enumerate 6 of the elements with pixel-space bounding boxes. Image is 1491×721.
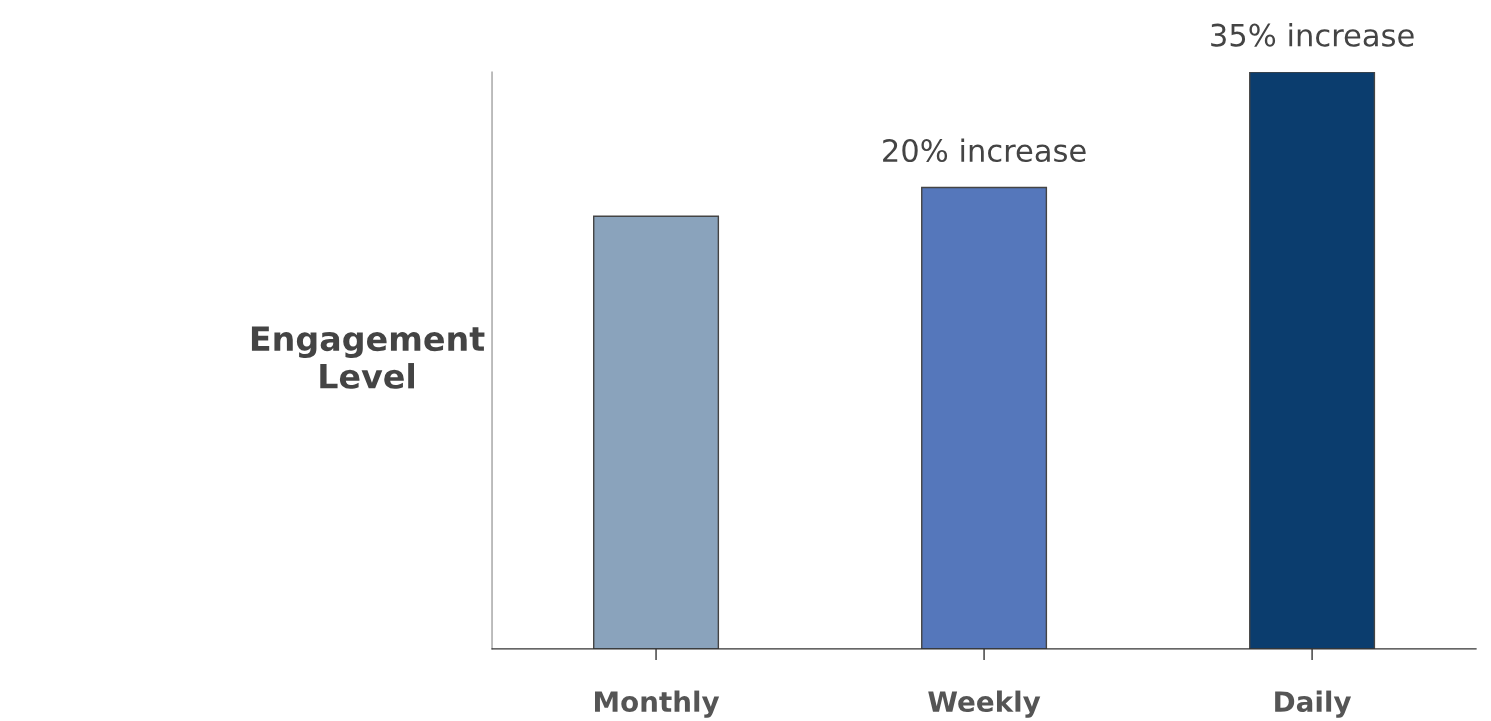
x-tick-label: Daily (1275, 690, 1352, 718)
x-tick-label: Weekly (928, 690, 1041, 718)
annotation: 35% increase (1211, 23, 1414, 47)
annotation: 20% increase (883, 138, 1086, 163)
x-tick-label: Monthly (595, 690, 720, 718)
y-axis-title: Engagement Level (251, 326, 485, 389)
